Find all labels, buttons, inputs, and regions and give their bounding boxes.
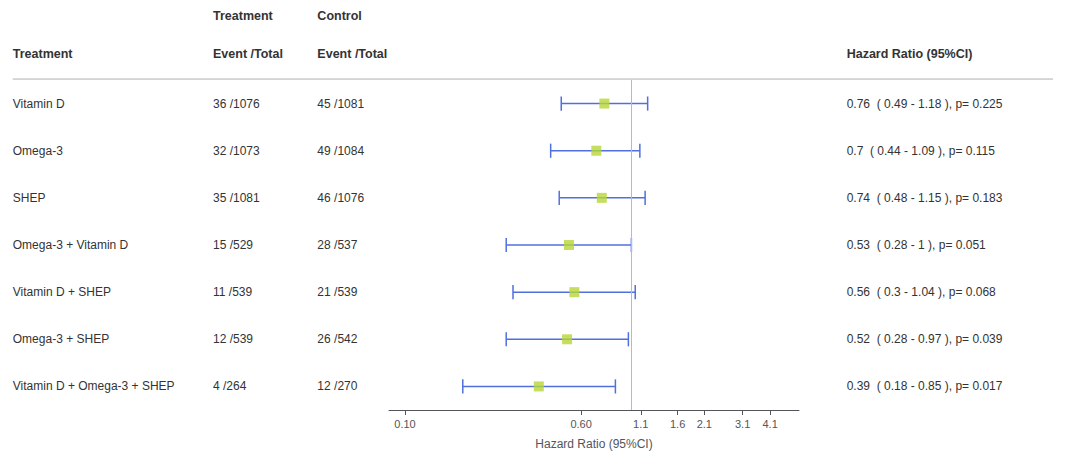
svg-text:Hazard Ratio (95%CI): Hazard Ratio (95%CI) <box>847 47 973 61</box>
svg-text:0.76 ( 0.49 - 1.18 ), p= 0.22: 0.76 ( 0.49 - 1.18 ), p= 0.225 <box>847 97 1003 111</box>
svg-text:SHEP: SHEP <box>13 191 46 205</box>
svg-text:32 /1073: 32 /1073 <box>213 144 260 158</box>
svg-text:Hazard Ratio (95%CI): Hazard Ratio (95%CI) <box>535 437 652 451</box>
svg-text:11 /539: 11 /539 <box>213 285 252 299</box>
svg-text:Omega-3 + SHEP: Omega-3 + SHEP <box>13 332 109 346</box>
svg-text:0.74 ( 0.48 - 1.15 ), p= 0.18: 0.74 ( 0.48 - 1.15 ), p= 0.183 <box>847 191 1003 205</box>
svg-text:2.1: 2.1 <box>697 418 712 430</box>
svg-text:15 /529: 15 /529 <box>213 238 253 252</box>
svg-text:Omega-3 + Vitamin D: Omega-3 + Vitamin D <box>13 238 129 252</box>
svg-text:Vitamin D + Omega-3 + SHEP: Vitamin D + Omega-3 + SHEP <box>13 379 175 393</box>
svg-text:46 /1076: 46 /1076 <box>317 191 364 205</box>
svg-text:12 /270: 12 /270 <box>317 379 357 393</box>
svg-text:21 /539: 21 /539 <box>317 285 357 299</box>
svg-text:Vitamin D + SHEP: Vitamin D + SHEP <box>13 285 111 299</box>
svg-text:45 /1081: 45 /1081 <box>317 97 364 111</box>
svg-text:Treatment: Treatment <box>13 47 74 61</box>
svg-text:Omega-3: Omega-3 <box>13 144 63 158</box>
svg-text:3.1: 3.1 <box>735 418 750 430</box>
svg-text:4.1: 4.1 <box>762 418 777 430</box>
svg-text:Treatment: Treatment <box>213 9 274 23</box>
svg-text:1.1: 1.1 <box>633 418 648 430</box>
svg-text:Vitamin D: Vitamin D <box>13 97 65 111</box>
svg-text:36 /1076: 36 /1076 <box>213 97 260 111</box>
svg-text:0.53 ( 0.28 - 1 ), p= 0.051: 0.53 ( 0.28 - 1 ), p= 0.051 <box>847 238 986 252</box>
svg-text:35 /1081: 35 /1081 <box>213 191 260 205</box>
svg-text:0.10: 0.10 <box>394 418 415 430</box>
svg-text:0.60: 0.60 <box>570 418 591 430</box>
svg-text:0.39 ( 0.18 - 0.85 ), p= 0.01: 0.39 ( 0.18 - 0.85 ), p= 0.017 <box>847 379 1003 393</box>
svg-text:0.56 ( 0.3 - 1.04 ), p= 0.068: 0.56 ( 0.3 - 1.04 ), p= 0.068 <box>847 285 996 299</box>
svg-text:49 /1084: 49 /1084 <box>317 144 364 158</box>
svg-text:28 /537: 28 /537 <box>317 238 357 252</box>
svg-text:26 /542: 26 /542 <box>317 332 357 346</box>
svg-text:0.52 ( 0.28 - 0.97 ), p= 0.03: 0.52 ( 0.28 - 0.97 ), p= 0.039 <box>847 332 1003 346</box>
svg-text:0.7 ( 0.44 - 1.09 ), p= 0.115: 0.7 ( 0.44 - 1.09 ), p= 0.115 <box>847 144 996 158</box>
svg-text:1.6: 1.6 <box>670 418 685 430</box>
svg-text:12 /539: 12 /539 <box>213 332 253 346</box>
svg-text:Control: Control <box>317 9 361 23</box>
svg-text:4 /264: 4 /264 <box>213 379 247 393</box>
svg-text:Event /Total: Event /Total <box>317 47 387 61</box>
svg-text:Event /Total: Event /Total <box>213 47 283 61</box>
